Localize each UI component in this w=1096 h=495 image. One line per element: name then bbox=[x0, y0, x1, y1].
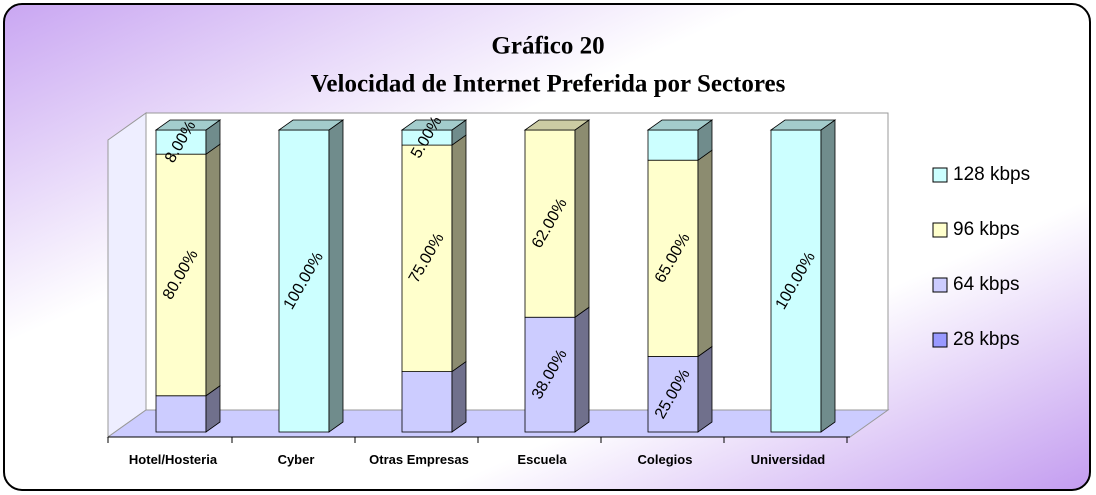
bar-top bbox=[646, 119, 714, 131]
legend-swatch bbox=[932, 167, 948, 183]
bar-side bbox=[328, 119, 344, 433]
bar-side bbox=[574, 119, 590, 319]
bar-top bbox=[523, 119, 591, 131]
bar-side bbox=[451, 360, 467, 433]
x-tick-label: Universidad bbox=[750, 452, 826, 467]
x-tick-label: Otras Empresas bbox=[369, 452, 469, 467]
legend-label: 28 kbps bbox=[953, 329, 1020, 350]
legend-label: 96 kbps bbox=[953, 219, 1020, 240]
bar-segment bbox=[278, 129, 330, 433]
chart-subtitle: Velocidad de Internet Preferida por Sect… bbox=[311, 71, 786, 98]
x-tick-label: Colegios bbox=[637, 452, 693, 467]
bar-top bbox=[154, 119, 222, 131]
legend-swatch bbox=[932, 277, 948, 293]
x-tick-label: Escuela bbox=[517, 452, 567, 467]
bar-segment bbox=[401, 144, 453, 373]
bar-side bbox=[451, 134, 467, 373]
bar-side bbox=[697, 149, 713, 358]
back-wall bbox=[145, 112, 889, 411]
bar-side bbox=[820, 119, 836, 433]
x-tick-label: Cyber bbox=[277, 452, 315, 467]
bar-segment bbox=[647, 356, 699, 433]
legend-label: 64 kbps bbox=[953, 274, 1020, 295]
bar-side bbox=[205, 143, 221, 397]
bar-segment bbox=[155, 395, 207, 433]
bar-segment bbox=[770, 129, 822, 433]
bar-side bbox=[697, 345, 713, 433]
bar-top bbox=[400, 119, 468, 131]
bar-segment bbox=[647, 159, 699, 357]
bar-segment bbox=[524, 129, 576, 318]
x-tick-label: Hotel/Hosteria bbox=[128, 452, 218, 467]
legend-swatch bbox=[932, 222, 948, 238]
legend-label: 128 kbps bbox=[953, 164, 1030, 185]
chart-title: Gráfico 20 bbox=[491, 33, 604, 60]
bar-top bbox=[277, 119, 345, 131]
bar-side bbox=[574, 306, 590, 433]
bar-segment bbox=[647, 129, 699, 161]
side-wall bbox=[107, 112, 147, 438]
bar-segment bbox=[401, 371, 453, 433]
legend-swatch bbox=[932, 332, 948, 348]
bar-top bbox=[769, 119, 837, 131]
